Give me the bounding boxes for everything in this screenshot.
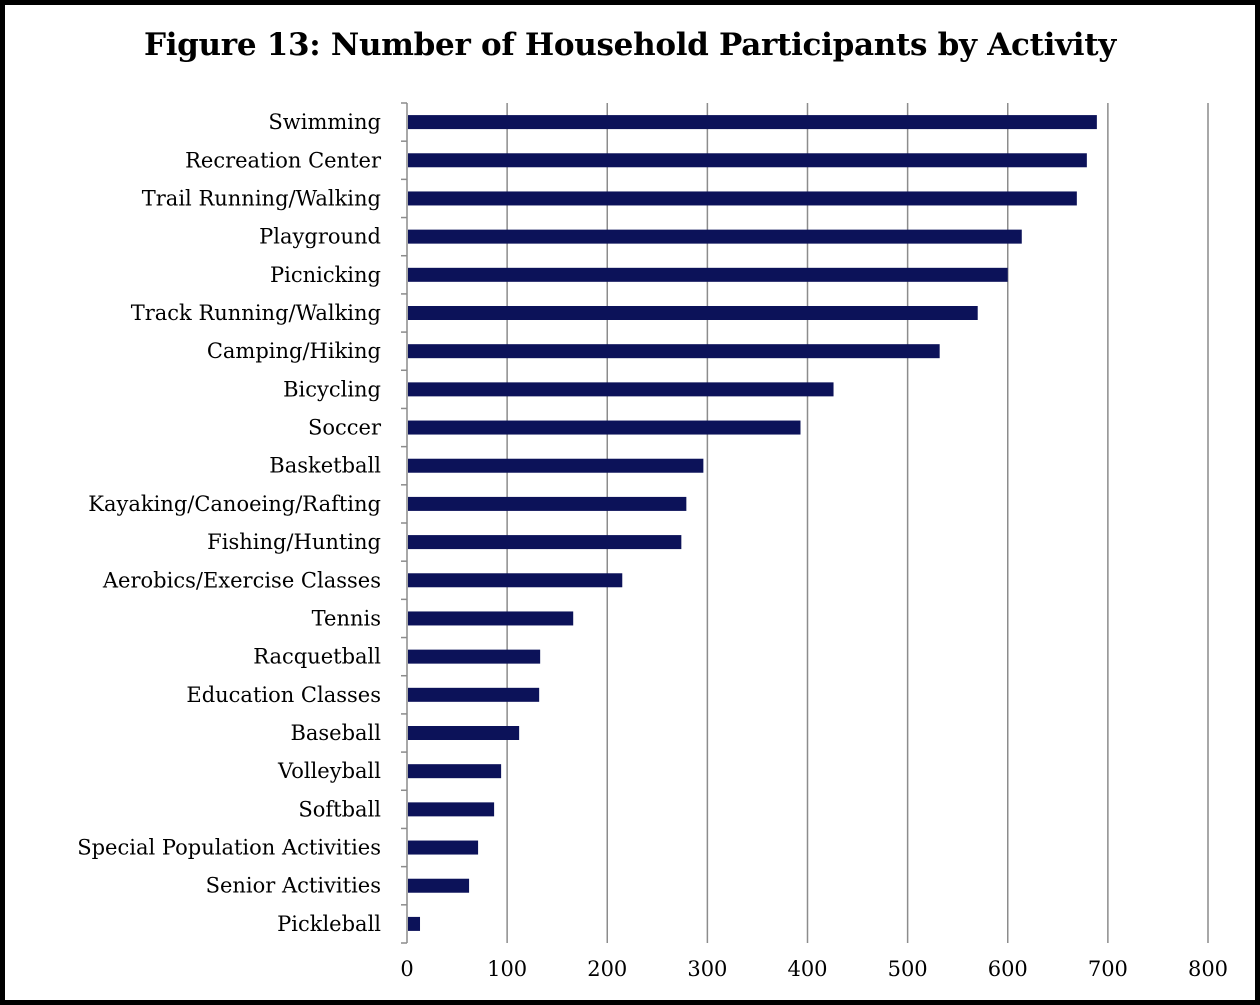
- category-label: Recreation Center: [185, 148, 382, 172]
- x-tick-label: 500: [888, 957, 928, 981]
- bar-basketball: [408, 458, 704, 473]
- category-label: Senior Activities: [206, 874, 381, 898]
- chart-title: Figure 13: Number of Household Participa…: [143, 27, 1116, 63]
- bar-education-classes: [408, 687, 540, 702]
- bar-racquetball: [408, 649, 541, 664]
- category-label: Soccer: [308, 416, 382, 440]
- category-label: Basketball: [269, 454, 381, 478]
- bar-aerobics-exercise-classes: [408, 573, 623, 588]
- bar-picnicking: [408, 267, 1008, 282]
- bar-softball: [408, 802, 495, 817]
- x-tick-label: 0: [400, 957, 413, 981]
- category-label: Education Classes: [186, 683, 381, 707]
- category-label: Camping/Hiking: [207, 339, 381, 363]
- x-tick-label: 100: [487, 957, 527, 981]
- bar-soccer: [408, 420, 801, 435]
- x-tick-label: 200: [587, 957, 627, 981]
- bar-fishing-hunting: [408, 535, 682, 550]
- bar-playground: [408, 229, 1022, 244]
- category-label: Kayaking/Canoeing/Rafting: [88, 492, 381, 516]
- bar-senior-activities: [408, 878, 470, 893]
- bar-bicycling: [408, 382, 834, 397]
- bar-swimming: [408, 115, 1097, 130]
- category-label: Fishing/Hunting: [207, 530, 381, 554]
- bar-recreation-center: [408, 153, 1087, 168]
- bar-track-running-walking: [408, 306, 978, 320]
- bar-volleyball: [408, 764, 502, 779]
- category-labels: Swimming Recreation Center Trail Running/W…: [77, 110, 382, 936]
- y-axis: [401, 102, 408, 944]
- grid-lines: [506, 103, 1209, 943]
- category-label: Aerobics/Exercise Classes: [102, 568, 381, 592]
- x-tick-label: 300: [687, 957, 727, 981]
- x-tick-label: 700: [1088, 957, 1128, 981]
- category-label: Baseball: [290, 721, 381, 745]
- x-tick-label: 800: [1188, 957, 1228, 981]
- bar-baseball: [408, 726, 520, 740]
- category-label: Picnicking: [270, 263, 381, 287]
- bars: [408, 115, 1097, 931]
- category-label: Softball: [298, 797, 381, 821]
- category-label: Volleyball: [277, 759, 381, 783]
- category-label: Racquetball: [253, 645, 381, 669]
- bar-tennis: [408, 611, 574, 626]
- x-tick-label: 600: [988, 957, 1028, 981]
- bar-camping-hiking: [408, 344, 940, 359]
- x-tick-label: 400: [787, 957, 827, 981]
- category-label: Playground: [259, 225, 381, 249]
- category-label: Swimming: [268, 110, 381, 134]
- bar-special-population-activities: [408, 840, 479, 855]
- category-label: Tennis: [312, 606, 381, 630]
- category-label: Trail Running/Walking: [142, 186, 381, 210]
- category-label: Bicycling: [283, 377, 381, 401]
- bar-pickleball: [408, 916, 421, 931]
- bar-trail-running-walking: [408, 191, 1077, 206]
- x-tick-labels: 0 100 200 300 400 500 600 700 800: [400, 957, 1228, 981]
- bar-kayaking-canoeing-rafting: [408, 496, 687, 511]
- category-label: Track Running/Walking: [131, 301, 381, 325]
- category-label: Pickleball: [277, 912, 381, 936]
- category-label: Special Population Activities: [77, 836, 381, 860]
